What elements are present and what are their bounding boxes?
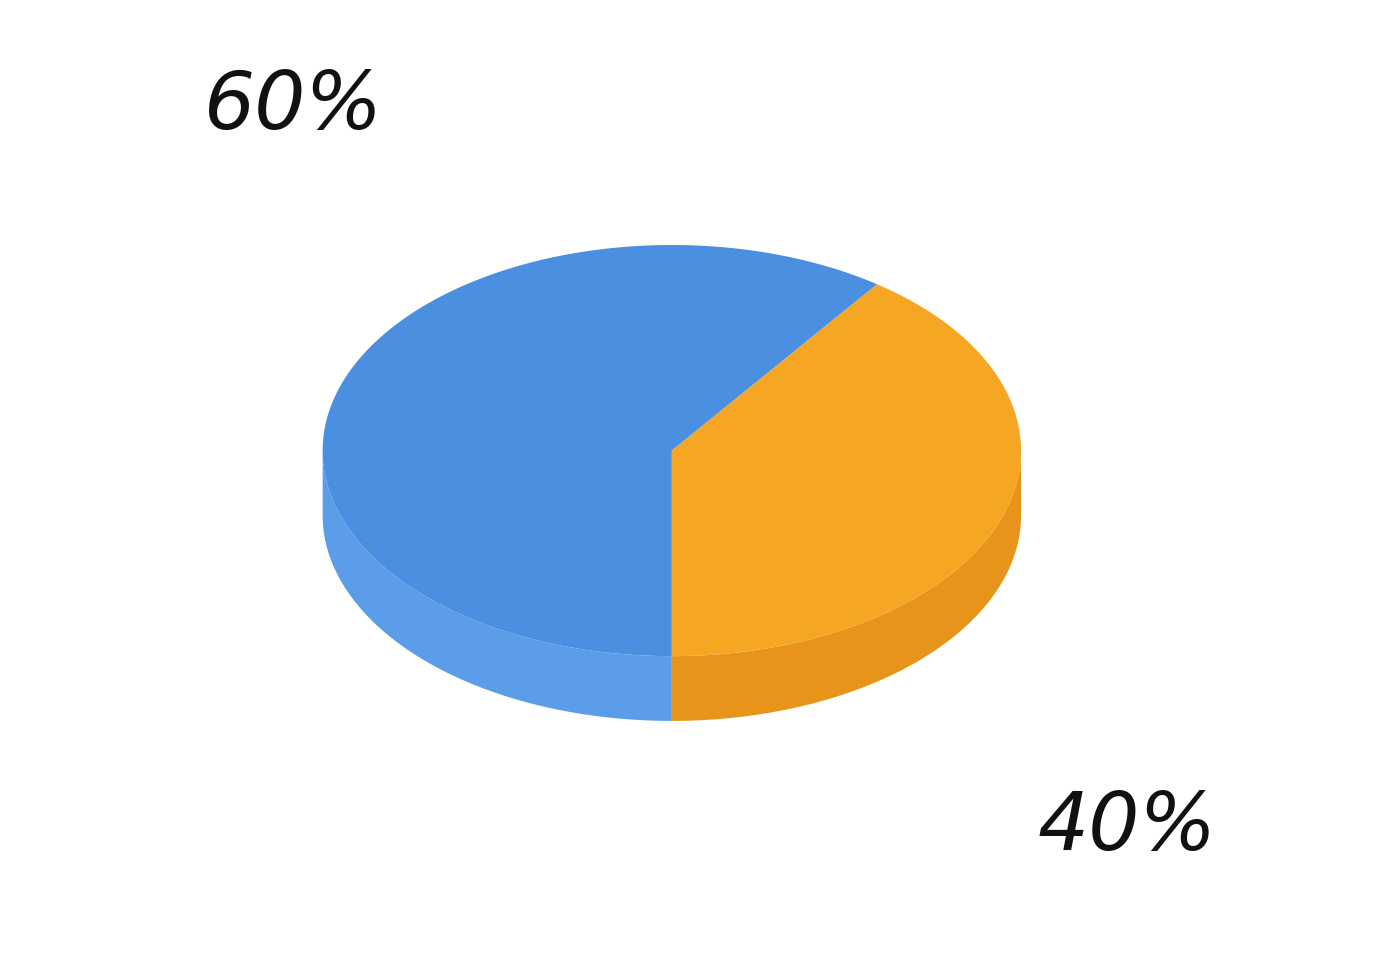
Text: 40%: 40% — [1037, 789, 1217, 866]
Polygon shape — [672, 452, 1021, 721]
Polygon shape — [322, 245, 876, 657]
Text: 60%: 60% — [204, 68, 384, 146]
Polygon shape — [672, 284, 1021, 657]
Polygon shape — [322, 452, 672, 721]
